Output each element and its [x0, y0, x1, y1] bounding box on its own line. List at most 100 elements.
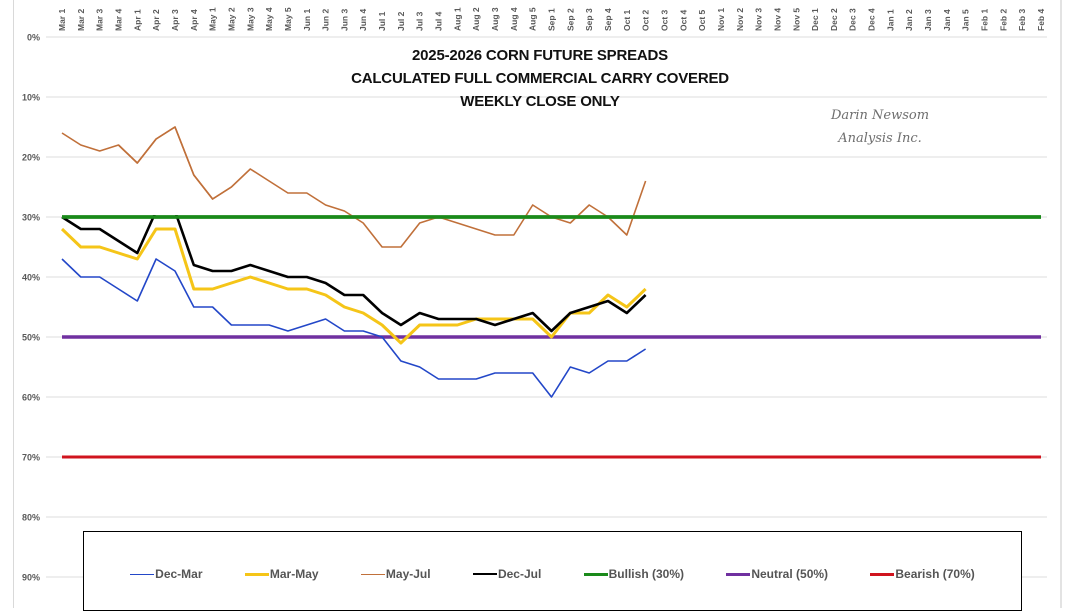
x-tick-label: Apr 1 [132, 9, 142, 31]
x-tick-label: Nov 1 [716, 8, 726, 31]
series-dec-mar-line [61, 258, 647, 398]
x-tick-label: Jun 1 [302, 9, 312, 31]
x-tick-label: Jul 2 [396, 11, 406, 31]
y-tick-label: 60% [22, 393, 40, 403]
x-tick-label: Oct 1 [622, 9, 632, 31]
legend-swatch-icon [360, 573, 385, 575]
x-tick-label: Nov 2 [735, 8, 745, 31]
x-tick-label: Sep 1 [547, 8, 557, 31]
x-tick-label: Apr 4 [189, 9, 199, 31]
legend-label: Neutral (50%) [751, 567, 829, 581]
legend-swatch-icon [583, 572, 608, 576]
x-tick-label: Aug 1 [452, 7, 462, 31]
x-tick-label: Jan 3 [923, 9, 933, 31]
x-tick-label: May 3 [245, 7, 255, 31]
chart-title-line-2: CALCULATED FULL COMMERCIAL CARRY COVERED [351, 70, 729, 87]
data-series [60, 126, 1041, 459]
legend-label: May-Jul [385, 567, 431, 581]
legend-item-bullish-30: Bullish (30%) [583, 567, 684, 581]
series-may-jul-line [117, 126, 232, 200]
x-tick-label: Apr 2 [151, 9, 161, 31]
watermark-line-2: Analysis Inc. [838, 131, 922, 146]
legend-item-mar-may: Mar-May [244, 567, 319, 581]
x-tick-label: Dec 2 [829, 8, 839, 31]
legend-swatch-icon [130, 573, 155, 575]
x-tick-label: May 1 [208, 7, 218, 31]
x-tick-label: Feb 3 [1017, 9, 1027, 31]
chart-title: 2025-2026 CORN FUTURE SPREADS CALCULATED… [300, 44, 780, 113]
legend-label: Bearish (70%) [895, 567, 975, 581]
x-tick-label: Jun 3 [339, 9, 349, 31]
x-tick-label: Jul 1 [377, 11, 387, 31]
y-tick-label: 70% [22, 453, 40, 463]
chart-legend: Dec-Mar Mar-May May-Jul Dec-Jul Bullish (30%… [83, 531, 1022, 611]
x-tick-label: Dec 4 [867, 8, 877, 31]
chart-frame-left-border [13, 0, 14, 608]
legend-swatch-icon [472, 573, 497, 575]
x-tick-label: Nov 5 [791, 8, 801, 31]
y-tick-label: 10% [22, 93, 40, 103]
legend-swatch-icon [726, 572, 751, 576]
x-tick-label: Jul 4 [434, 11, 444, 31]
plot-mask [120, 167, 190, 215]
chart-frame-right-border [1060, 0, 1062, 608]
chart-title-line-1: 2025-2026 CORN FUTURE SPREADS [412, 47, 668, 64]
legend-label: Dec-Mar [155, 567, 203, 581]
watermark: Darin Newsom Analysis Inc. [800, 104, 960, 150]
x-tick-label: Oct 3 [659, 9, 669, 31]
x-tick-label: Mar 4 [113, 9, 123, 31]
x-tick-label: May 4 [264, 7, 274, 31]
chart-title-line-3: WEEKLY CLOSE ONLY [460, 93, 620, 110]
y-tick-label: 50% [22, 333, 40, 343]
y-axis-tick-labels: 0% 10% 20% 30% 40% 50% 60% 70% 80% 90% [22, 33, 40, 583]
x-tick-label: Oct 4 [678, 9, 688, 31]
series-dec-jul-line [61, 209, 647, 333]
x-tick-label: Aug 2 [471, 7, 481, 31]
x-tick-label: Aug 4 [509, 7, 519, 31]
x-tick-label: Feb 1 [980, 9, 990, 31]
y-tick-label: 80% [22, 513, 40, 523]
x-tick-label: Aug 3 [490, 7, 500, 31]
x-tick-label: Apr 3 [170, 9, 180, 31]
legend-swatch-icon [870, 572, 895, 576]
legend-label: Bullish (30%) [608, 567, 684, 581]
x-tick-label: Dec 1 [810, 8, 820, 31]
x-tick-label: Sep 4 [603, 8, 613, 31]
x-tick-label: Oct 5 [697, 9, 707, 31]
x-tick-label: Nov 4 [772, 8, 782, 31]
legend-items: Dec-Mar Mar-May May-Jul Dec-Jul Bullish (30%… [84, 567, 1021, 581]
legend-item-bearish-70: Bearish (70%) [870, 567, 975, 581]
watermark-line-1: Darin Newsom [830, 108, 930, 123]
x-tick-label: Mar 3 [95, 9, 105, 31]
x-tick-label: Feb 4 [1036, 9, 1046, 31]
legend-item-dec-mar: Dec-Mar [130, 567, 203, 581]
x-tick-label: Jun 4 [358, 9, 368, 31]
x-tick-label: Mar 2 [76, 9, 86, 31]
legend-label: Dec-Jul [497, 567, 542, 581]
legend-swatch-icon [244, 572, 269, 576]
y-tick-label: 20% [22, 153, 40, 163]
x-tick-label: Sep 3 [584, 8, 594, 31]
y-tick-label: 30% [22, 213, 40, 223]
x-tick-label: Dec 3 [848, 8, 858, 31]
x-tick-label: Nov 3 [754, 8, 764, 31]
x-tick-label: Aug 5 [528, 7, 538, 31]
legend-label: Mar-May [269, 567, 319, 581]
x-axis-tick-labels: Mar 1 Mar 2 Mar 3 Mar 4 Apr 1 Apr 2 Apr 3 Apr 4… [57, 7, 1046, 31]
x-tick-label: Feb 2 [998, 9, 1008, 31]
x-tick-label: Oct 2 [641, 9, 651, 31]
y-tick-label: 0% [27, 33, 40, 43]
x-tick-label: Jan 5 [961, 9, 971, 31]
x-tick-label: Jul 3 [415, 11, 425, 31]
series-mar-may-line [60, 227, 647, 345]
legend-item-may-jul: May-Jul [360, 567, 431, 581]
x-tick-label: May 2 [226, 7, 236, 31]
x-tick-label: Mar 1 [57, 9, 67, 31]
x-tick-label: Sep 2 [565, 8, 575, 31]
x-tick-label: Jun 2 [321, 9, 331, 31]
x-tick-label: May 5 [283, 7, 293, 31]
y-tick-label: 40% [22, 273, 40, 283]
x-tick-label: Jan 2 [904, 9, 914, 31]
x-tick-label: Jan 1 [885, 9, 895, 31]
